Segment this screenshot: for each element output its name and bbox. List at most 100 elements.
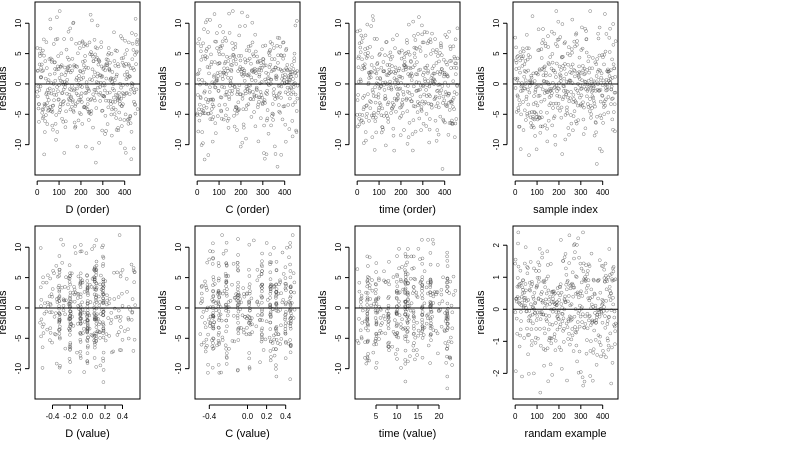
x-axis-label: randam example bbox=[525, 428, 607, 440]
data-point bbox=[210, 365, 215, 370]
data-point bbox=[226, 116, 231, 121]
data-point bbox=[605, 319, 610, 323]
data-point bbox=[101, 284, 106, 289]
data-point bbox=[113, 78, 117, 82]
data-point bbox=[260, 95, 264, 100]
data-point bbox=[268, 262, 272, 266]
data-point bbox=[555, 61, 559, 66]
data-point bbox=[261, 348, 266, 352]
data-point bbox=[238, 24, 242, 29]
data-point bbox=[101, 65, 106, 70]
data-point bbox=[39, 75, 43, 80]
data-point bbox=[380, 47, 384, 52]
data-point bbox=[44, 92, 48, 96]
data-point bbox=[582, 325, 587, 330]
data-point bbox=[448, 279, 453, 284]
y-tick-label: -10 bbox=[334, 362, 343, 374]
data-point bbox=[572, 256, 576, 261]
data-point bbox=[533, 90, 538, 94]
data-point bbox=[403, 252, 408, 256]
data-point bbox=[99, 40, 104, 44]
data-point bbox=[373, 100, 378, 105]
data-point bbox=[231, 47, 236, 51]
data-point bbox=[105, 298, 109, 303]
data-point bbox=[268, 277, 273, 281]
data-point bbox=[365, 314, 370, 319]
data-point bbox=[85, 84, 89, 89]
data-point bbox=[567, 331, 571, 336]
data-point bbox=[597, 277, 601, 282]
data-point bbox=[559, 348, 563, 352]
data-point bbox=[87, 40, 92, 45]
data-point bbox=[531, 297, 536, 301]
data-point bbox=[546, 288, 551, 293]
data-point bbox=[201, 111, 206, 116]
data-point bbox=[395, 321, 399, 326]
data-point bbox=[68, 297, 72, 301]
data-point bbox=[593, 338, 598, 342]
data-point bbox=[442, 57, 446, 62]
data-point bbox=[95, 55, 99, 60]
data-point bbox=[572, 39, 577, 44]
data-point bbox=[67, 263, 72, 267]
data-point bbox=[570, 47, 574, 51]
data-point bbox=[205, 343, 209, 348]
y-tick-label: 10 bbox=[174, 18, 183, 27]
y-tick-label: 5 bbox=[492, 51, 501, 56]
data-point bbox=[243, 60, 248, 65]
data-point bbox=[573, 250, 577, 254]
data-point bbox=[97, 294, 101, 299]
data-point bbox=[373, 336, 378, 341]
data-point bbox=[239, 300, 243, 305]
data-point bbox=[211, 324, 216, 329]
data-point bbox=[527, 90, 532, 95]
data-point bbox=[88, 12, 93, 17]
data-point bbox=[101, 282, 105, 286]
data-point bbox=[428, 280, 433, 284]
data-point bbox=[597, 25, 602, 30]
data-point bbox=[216, 278, 221, 283]
data-point bbox=[118, 117, 123, 122]
x-tick-label: 100 bbox=[530, 188, 544, 197]
data-point bbox=[72, 299, 77, 304]
data-point bbox=[420, 296, 425, 301]
data-point bbox=[247, 90, 252, 95]
data-point bbox=[260, 282, 264, 287]
data-point bbox=[405, 315, 410, 319]
data-point bbox=[292, 307, 297, 312]
data-point bbox=[274, 268, 279, 273]
data-point bbox=[79, 91, 84, 96]
data-point bbox=[437, 105, 441, 110]
data-point bbox=[412, 84, 416, 89]
data-point bbox=[528, 260, 533, 264]
data-point bbox=[403, 287, 407, 292]
data-point bbox=[432, 64, 436, 68]
data-point bbox=[542, 65, 546, 70]
data-point bbox=[568, 53, 572, 58]
data-point bbox=[203, 349, 208, 354]
data-point bbox=[415, 88, 419, 93]
data-point bbox=[453, 288, 458, 293]
data-point bbox=[48, 303, 53, 307]
data-point bbox=[293, 23, 298, 28]
data-point bbox=[77, 41, 82, 45]
data-point bbox=[401, 287, 405, 292]
x-tick-label: 400 bbox=[118, 188, 132, 197]
data-point bbox=[263, 63, 268, 68]
data-point bbox=[96, 71, 100, 76]
data-point bbox=[442, 98, 447, 103]
data-point bbox=[607, 69, 611, 73]
data-point bbox=[48, 310, 52, 315]
data-point bbox=[538, 131, 543, 135]
data-point bbox=[82, 67, 87, 72]
data-point bbox=[597, 314, 602, 319]
data-point bbox=[525, 46, 529, 50]
data-point bbox=[261, 57, 265, 61]
data-point bbox=[535, 283, 539, 288]
data-point bbox=[386, 279, 391, 283]
data-point bbox=[48, 338, 52, 342]
data-point bbox=[593, 311, 597, 315]
data-point bbox=[75, 76, 79, 80]
data-point bbox=[450, 310, 455, 315]
data-point bbox=[406, 254, 410, 259]
